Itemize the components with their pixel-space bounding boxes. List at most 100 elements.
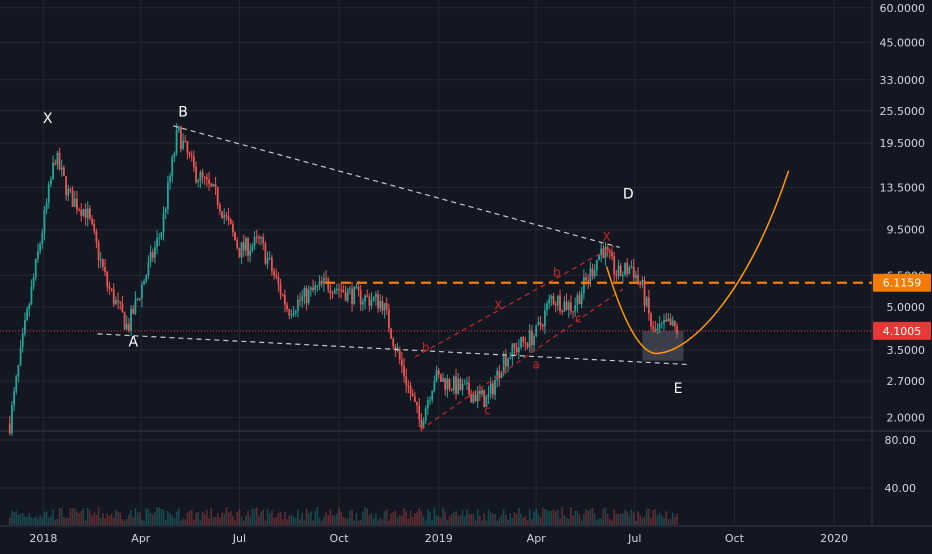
price-tick-label: 3.5000 — [887, 344, 926, 357]
volume-bar — [385, 509, 388, 525]
candle-body — [134, 299, 137, 314]
volume-bar — [344, 517, 347, 525]
candle-body — [143, 281, 145, 285]
volume-bar — [431, 520, 434, 525]
candle-body — [162, 212, 165, 233]
volume-bar — [221, 512, 223, 525]
volume-bar — [359, 519, 362, 525]
candle-body — [177, 126, 180, 131]
candle-body — [370, 300, 373, 306]
volume-bar — [19, 513, 22, 525]
volume-bar — [502, 509, 505, 525]
volume-bar — [199, 520, 202, 525]
volume-bar — [303, 520, 306, 525]
volume-bar — [379, 518, 382, 525]
candle-body — [37, 251, 39, 259]
volume-bar — [242, 520, 245, 525]
volume-bar — [515, 513, 518, 525]
volume-bar — [318, 517, 321, 525]
volume-bar — [364, 507, 366, 525]
candle-body — [218, 205, 221, 212]
volume-bar — [268, 513, 271, 525]
volume-bar — [589, 508, 592, 525]
candle-body — [409, 385, 412, 394]
volume-bar — [394, 510, 397, 525]
wave-label: X — [43, 111, 53, 127]
volume-bar — [570, 507, 572, 525]
volume-bar — [225, 507, 228, 525]
candle-body — [502, 356, 505, 374]
volume-bar — [676, 513, 678, 525]
candle-body — [167, 182, 169, 210]
volume-bar — [197, 512, 200, 525]
candle-body — [353, 286, 356, 304]
volume-bar — [466, 509, 468, 525]
volume-bar — [151, 514, 154, 525]
candle-body — [212, 184, 215, 187]
volume-bar — [73, 508, 76, 525]
volume-bar — [346, 519, 349, 525]
candle-body — [171, 156, 174, 177]
volume-bar — [180, 520, 182, 525]
candle-body — [524, 342, 527, 344]
candle-body — [182, 140, 184, 149]
volume-bar — [63, 517, 65, 525]
candle-body — [565, 301, 568, 310]
candle-body — [292, 313, 295, 315]
candle-body — [366, 295, 369, 297]
candle-body — [619, 265, 622, 277]
volume-bar — [674, 517, 676, 525]
candle-body — [530, 330, 533, 346]
volume-bar — [444, 511, 447, 525]
volume-bar — [535, 508, 537, 525]
candle-body — [546, 303, 548, 311]
candle-body — [299, 299, 301, 301]
volume-bar — [223, 513, 226, 525]
volume-bar — [156, 507, 158, 525]
candle-body — [407, 385, 410, 387]
volume-bar — [583, 513, 585, 525]
volume-bar — [110, 513, 113, 525]
price-tick-label: 13.5000 — [880, 181, 926, 194]
volume-bar — [375, 513, 377, 525]
volume-bar — [546, 510, 548, 525]
candle-body — [383, 303, 386, 311]
volume-bar — [50, 515, 52, 525]
volume-bar — [619, 514, 622, 525]
volume-bar — [97, 507, 100, 525]
candle-body — [175, 130, 178, 154]
volume-bar — [474, 520, 477, 525]
candle-body — [19, 347, 22, 366]
candle-body — [316, 285, 319, 287]
candle-body — [559, 295, 561, 312]
candle-body — [130, 308, 132, 331]
volume-bar — [136, 512, 139, 525]
candle-body — [184, 140, 187, 142]
candle-body — [593, 270, 596, 277]
volume-bar — [416, 511, 418, 525]
candle-body — [645, 297, 648, 306]
volume-bar — [147, 509, 150, 525]
candle-body — [279, 283, 282, 295]
candle-body — [476, 390, 479, 402]
volume-bar — [323, 516, 325, 525]
candle-body — [106, 272, 109, 287]
volume-bar — [485, 520, 488, 525]
price-marker: 4.1005 — [873, 321, 931, 340]
candle-body — [416, 401, 418, 406]
volume-bar — [615, 514, 618, 525]
candle-body — [342, 290, 345, 293]
candle-body — [478, 390, 481, 394]
volume-bar — [448, 516, 451, 525]
volume-bar — [327, 514, 330, 525]
volume-bar — [292, 516, 295, 525]
candle-body — [552, 295, 555, 305]
volume-bar — [420, 511, 423, 525]
candle-body — [303, 288, 306, 297]
volume-bar — [550, 510, 553, 525]
volume-bar — [433, 507, 436, 525]
volume-bar — [112, 517, 115, 525]
candle-body — [296, 299, 299, 311]
